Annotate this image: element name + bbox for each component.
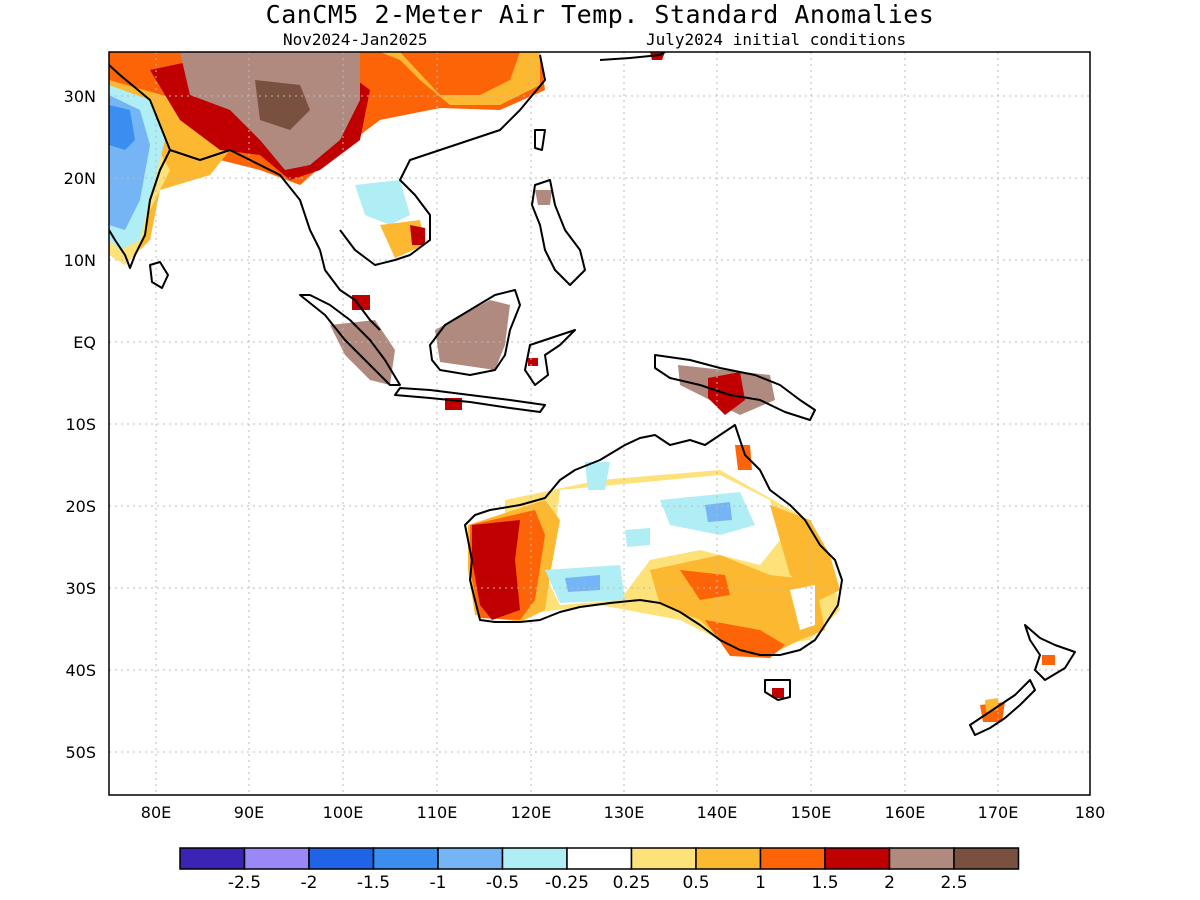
lon-label: 110E <box>417 803 458 822</box>
colorbar-swatch <box>695 847 762 870</box>
coast-sumatra <box>299 294 401 386</box>
lon-label: 90E <box>234 803 264 822</box>
anomaly-sky-north <box>705 502 732 522</box>
colorbar-swatch <box>953 847 1020 870</box>
anomaly-graybrown-borneo <box>435 300 510 370</box>
anomaly-darkred-tasmania <box>772 688 784 698</box>
lat-label: 10S <box>65 415 96 434</box>
colorbar-label: -1 <box>430 873 447 893</box>
anomaly-orange-nz-north <box>1042 655 1055 665</box>
colorbar-swatch <box>501 847 568 870</box>
lat-label: 40S <box>65 661 96 680</box>
colorbar-swatch <box>759 847 826 870</box>
lon-label: 120E <box>511 803 552 822</box>
lon-label: 180 <box>1075 803 1106 822</box>
anomaly-sky-south <box>565 575 600 592</box>
lon-label: 130E <box>604 803 645 822</box>
forecast-period: Nov2024-Jan2025 <box>283 30 428 49</box>
colorbar-label: -2.5 <box>228 873 261 893</box>
colorbar-swatch <box>566 847 633 870</box>
colorbar-swatch <box>824 847 891 870</box>
coast-taiwan <box>534 129 546 151</box>
coast-newguinea <box>654 354 816 421</box>
lon-label: 100E <box>323 803 364 822</box>
anomaly-white-se-coast <box>790 585 815 630</box>
coast-tasmania <box>764 679 791 701</box>
anomaly-shading <box>109 52 1055 722</box>
colorbar-label: 1 <box>755 873 766 893</box>
coast-nz-north <box>1024 624 1076 681</box>
anomaly-darkred-west <box>472 520 520 620</box>
lon-label: 150E <box>791 803 832 822</box>
colorbar-label: 0.25 <box>613 873 651 893</box>
colorbar-swatch <box>630 847 697 870</box>
colorbar-label: 0.5 <box>682 873 709 893</box>
colorbar-label: 2 <box>884 873 895 893</box>
anomaly-lightblue-indochina <box>355 180 410 225</box>
coast-bay-bengal <box>169 149 321 251</box>
anomaly-orange-china <box>400 52 520 95</box>
lon-label: 140E <box>697 803 738 822</box>
coast-nz-south <box>969 679 1036 736</box>
colorbar-swatch <box>888 847 955 870</box>
lon-label: 160E <box>885 803 926 822</box>
lon-label: 80E <box>141 803 171 822</box>
coast-philippines <box>531 179 586 286</box>
lat-label: EQ <box>73 333 96 352</box>
anomaly-blue-india <box>109 105 135 150</box>
colorbar-label: -0.5 <box>486 873 519 893</box>
map-frame <box>108 51 1091 796</box>
colorbar-label: 1.5 <box>811 873 838 893</box>
graticule <box>109 52 1090 795</box>
coast-australia <box>464 424 843 656</box>
map-title: CanCM5 2-Meter Air Temp. Standard Anomal… <box>265 0 935 29</box>
anomaly-graybrown-philippines <box>535 190 552 205</box>
anomaly-darkred-vietnam <box>410 225 425 245</box>
coast-borneo <box>429 289 521 376</box>
anomaly-gold-east <box>770 505 840 600</box>
lat-label: 30S <box>65 579 96 598</box>
lat-label: 30N <box>64 87 96 106</box>
lon-label: 170E <box>978 803 1019 822</box>
colorbar-swatch <box>179 847 246 870</box>
anomaly-orange-capeyork <box>735 445 752 470</box>
anomaly-darkred-malaya <box>352 295 370 310</box>
coast-burma-malaya <box>319 249 381 331</box>
longitude-labels: 80E 90E 100E 110E 120E 130E 140E 150E 16… <box>141 803 1106 822</box>
coast-srilanka <box>149 261 169 289</box>
coast-indochina <box>339 54 546 266</box>
colorbar: -2.5 -2 -1.5 -1 -0.5 -0.25 0.25 0.5 1 1.5 2 2.5 <box>179 847 1020 893</box>
initial-conditions: July2024 initial conditions <box>646 30 907 49</box>
anomaly-lightblue-kimberley <box>625 528 650 547</box>
anomaly-lightblue-arnhem <box>585 462 610 490</box>
coastlines <box>109 52 1076 736</box>
colorbar-label: -2 <box>301 873 318 893</box>
colorbar-swatch <box>372 847 439 870</box>
lat-label: 20S <box>65 497 96 516</box>
colorbar-label: 2.5 <box>940 873 967 893</box>
colorbar-swatch <box>437 847 504 870</box>
anomaly-darkbrown-tibet <box>255 80 310 130</box>
colorbar-label: -0.25 <box>545 873 589 893</box>
anomaly-darkred-sulawesi <box>528 358 538 366</box>
coast-sulawesi <box>524 329 576 386</box>
coast-india <box>109 64 171 269</box>
lat-label: 50S <box>65 743 96 762</box>
coast-japan <box>599 52 666 61</box>
lat-label: 10N <box>64 251 96 270</box>
anomaly-graybrown-sumatra <box>330 320 395 385</box>
coast-java <box>394 387 546 413</box>
latitude-labels: 30N 20N 10N EQ 10S 20S 30S 40S 50S <box>64 87 96 762</box>
anomaly-orange-southeast <box>705 620 785 658</box>
colorbar-swatch <box>243 847 310 870</box>
colorbar-label: -1.5 <box>357 873 390 893</box>
colorbar-swatch <box>308 847 375 870</box>
lat-label: 20N <box>64 169 96 188</box>
